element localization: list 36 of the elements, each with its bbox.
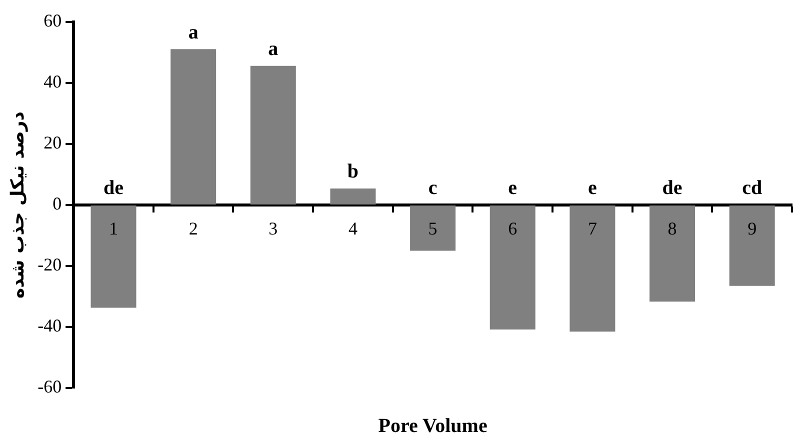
annotation: e	[508, 177, 518, 200]
annotation: a	[268, 38, 278, 60]
bar	[490, 206, 536, 330]
annotation: b	[347, 160, 359, 183]
x-tick-label: 3	[268, 218, 278, 239]
annotation: cd	[742, 177, 762, 200]
bar	[729, 206, 775, 286]
bar	[330, 188, 376, 204]
annotation: c	[428, 177, 438, 200]
x-tick-label: 8	[668, 218, 677, 239]
annotation: de	[104, 177, 124, 200]
x-tick-label: 7	[588, 218, 597, 239]
y-tick-label: -20	[38, 254, 62, 275]
bar	[90, 206, 136, 308]
x-tick-label: 1	[109, 218, 118, 239]
bar	[250, 66, 296, 204]
y-tick-label: 40	[44, 72, 62, 92]
y-tick-label: 60	[44, 10, 62, 31]
x-tick-label: 4	[348, 218, 358, 239]
bar	[170, 49, 216, 204]
annotation: e	[588, 177, 597, 200]
x-axis-title: Pore Volume	[378, 415, 488, 437]
y-tick-label: 20	[44, 132, 62, 153]
bar	[410, 206, 456, 251]
x-tick-label: 5	[428, 218, 438, 239]
y-axis-title: درصد نیکل جذب شده	[7, 111, 28, 299]
y-tick-label: -40	[38, 316, 62, 336]
y-tick-label: -60	[38, 376, 62, 397]
bar	[650, 206, 696, 302]
x-tick-label: 2	[188, 218, 198, 239]
annotation: de	[662, 177, 682, 200]
bar	[570, 206, 616, 332]
y-tick-label: 0	[52, 194, 62, 214]
annotation: a	[188, 21, 198, 44]
x-tick-label: 9	[748, 218, 757, 239]
x-tick-label: 6	[508, 218, 518, 239]
